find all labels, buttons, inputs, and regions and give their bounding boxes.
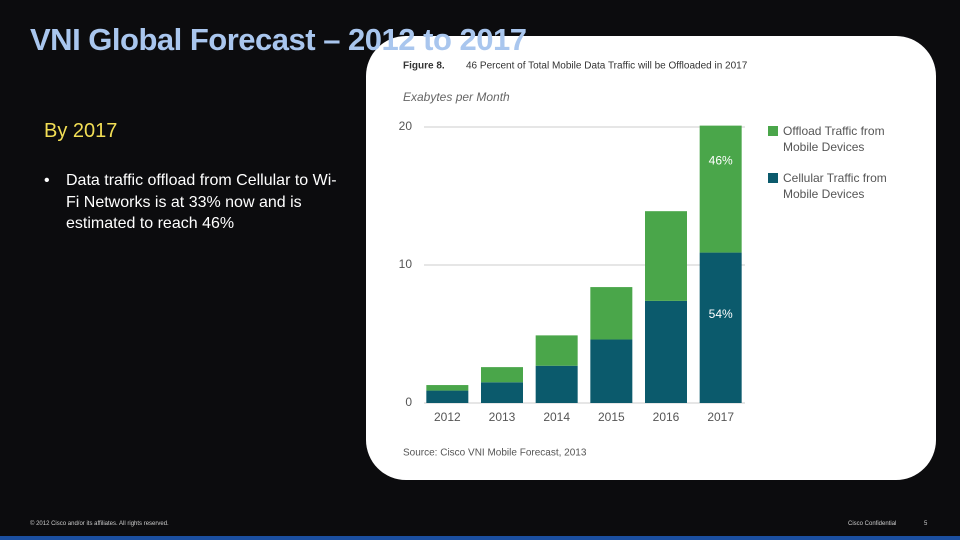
x-tick-label: 2014 <box>543 410 570 424</box>
legend-label: Offload Traffic from Mobile Devices <box>783 124 885 154</box>
bar-segment <box>699 252 742 403</box>
bar-segment <box>481 367 523 383</box>
chart-source: Source: Cisco VNI Mobile Forecast, 2013 <box>403 448 587 459</box>
x-tick-label: 2013 <box>489 410 516 424</box>
x-tick-label: 2012 <box>434 410 461 424</box>
y-axis-label: Exabytes per Month <box>403 90 510 104</box>
y-tick-label: 20 <box>399 119 413 133</box>
bar-segment <box>590 287 633 340</box>
legend-item: Cellular Traffic from Mobile Devices <box>768 170 898 202</box>
x-tick-label: 2016 <box>653 410 680 424</box>
bar-segment <box>426 385 469 391</box>
chart-title: 46 Percent of Total Mobile Data Traffic … <box>466 61 748 72</box>
legend-item: Offload Traffic from Mobile Devices <box>768 123 898 155</box>
bullet-dot: • <box>44 172 50 189</box>
footer-confidential: Cisco Confidential <box>848 521 897 527</box>
footer-bar <box>0 536 960 540</box>
bar-annotation: 54% <box>709 307 733 321</box>
y-tick-label: 10 <box>399 257 413 271</box>
bar-annotation: 46% <box>709 153 733 167</box>
footer-copyright: © 2012 Cisco and/or its affiliates. All … <box>30 521 169 527</box>
figure-label: Figure 8. <box>403 61 445 72</box>
bullet: • Data traffic offload from Cellular to W… <box>44 170 344 235</box>
bar-segment <box>481 382 523 403</box>
slide-title: VNI Global Forecast – 2012 to 2017 <box>30 22 527 57</box>
x-tick-label: 2017 <box>707 410 734 424</box>
legend-label: Cellular Traffic from Mobile Devices <box>783 171 887 201</box>
legend-swatch <box>768 126 778 136</box>
bar-segment <box>645 300 687 403</box>
legend-swatch <box>768 173 778 183</box>
bullet-text: Data traffic offload from Cellular to Wi… <box>66 172 337 232</box>
bar-segment <box>535 335 578 366</box>
bar-segment <box>699 125 742 253</box>
bar-segment <box>426 390 469 403</box>
bar-segment <box>590 339 633 403</box>
heading: By 2017 <box>44 120 118 142</box>
bar-segment <box>645 211 687 301</box>
page-number: 5 <box>924 521 928 527</box>
y-tick-label: 0 <box>405 395 412 409</box>
x-tick-label: 2015 <box>598 410 625 424</box>
bar-segment <box>535 365 578 403</box>
